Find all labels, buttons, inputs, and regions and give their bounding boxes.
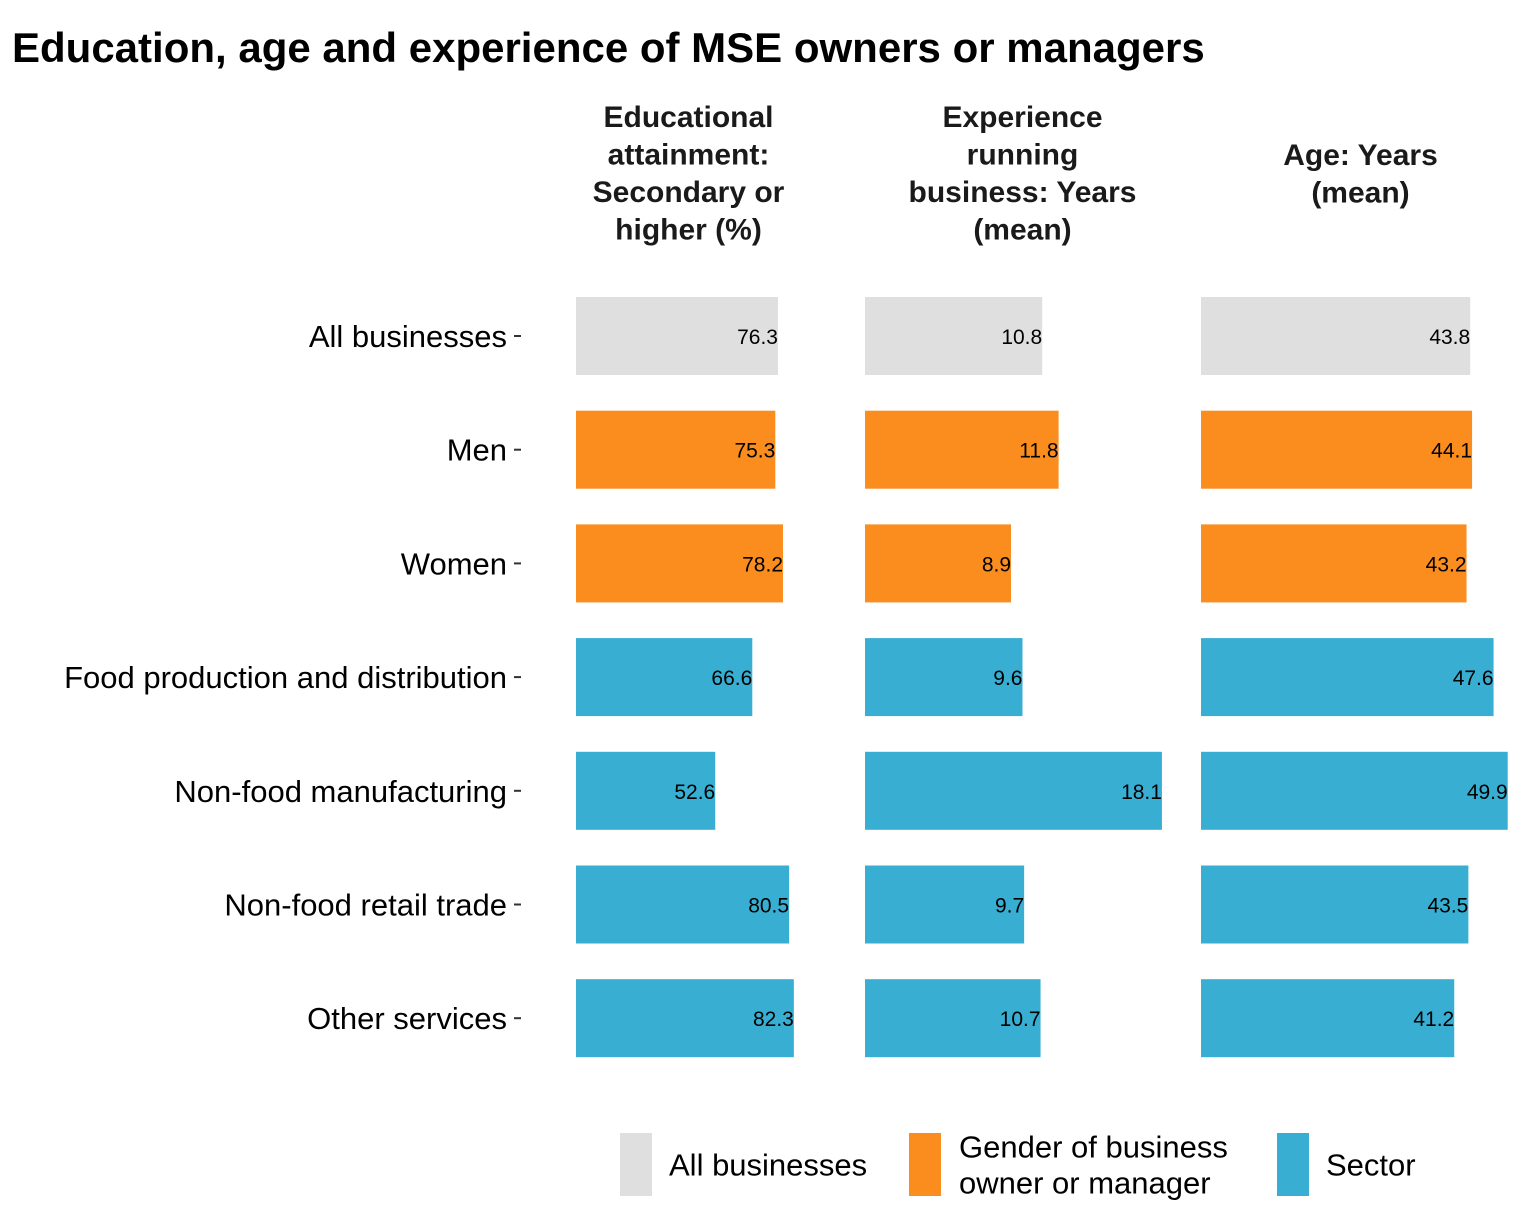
value-label-facet1-all-businesses: 76.3 — [737, 326, 778, 349]
bar-facet1-non-food-retail-trade — [576, 865, 790, 944]
category-axis: All businesses Men Women Food production an… — [64, 319, 521, 1036]
legend-label-line: owner or manager — [959, 1166, 1211, 1201]
category-label-men: Men — [447, 433, 507, 468]
bar-facet1-men — [576, 410, 776, 489]
value-label-facet1-food-production-and-distribution: 66.6 — [711, 667, 752, 690]
value-label-facet2-women: 8.9 — [982, 553, 1011, 576]
bar-facet3-non-food-manufacturing — [1201, 751, 1508, 830]
facet-header-line: higher (%) — [615, 214, 762, 247]
facet-header-line: running — [967, 139, 1079, 172]
bar-facet1-non-food-manufacturing — [576, 751, 716, 830]
legend-key-gender — [909, 1133, 941, 1196]
value-label-facet3-non-food-manufacturing: 49.9 — [1467, 781, 1508, 804]
value-label-facet1-non-food-manufacturing: 52.6 — [674, 781, 715, 804]
value-label-facet2-non-food-manufacturing: 18.1 — [1121, 781, 1162, 804]
legend-label-sector: Sector — [1326, 1148, 1416, 1183]
category-label-non-food-retail-trade: Non-food retail trade — [224, 888, 507, 923]
value-label-facet1-other-services: 82.3 — [753, 1008, 794, 1031]
facet-header-line: Age: Years — [1283, 139, 1438, 172]
bars: 76.3 75.3 78.2 66.6 52.6 80.5 82.3 10.8 11.8 8.9 9… — [576, 297, 1508, 1058]
value-label-facet2-men: 11.8 — [1019, 440, 1058, 463]
bar-facet3-all-businesses — [1201, 297, 1471, 375]
value-label-facet3-other-services: 41.2 — [1413, 1008, 1454, 1031]
legend-key-sector — [1277, 1133, 1309, 1196]
bar-facet2-food-production-and-distribution — [865, 638, 1023, 717]
bar-facet1-food-production-and-distribution — [576, 638, 753, 717]
bar-facet2-men — [865, 410, 1059, 489]
facet-header-line: attainment: — [608, 139, 770, 172]
category-label-all-businesses: All businesses — [309, 319, 507, 354]
legend-label-gender: Gender of business owner or manager — [959, 1130, 1228, 1201]
bar-facet2-non-food-manufacturing — [865, 751, 1162, 830]
category-label-food-production-and-distribution: Food production and distribution — [64, 660, 507, 695]
bar-facet2-other-services — [865, 979, 1041, 1058]
facet-header-line: (mean) — [1311, 177, 1409, 210]
facet-headers: Educational attainment: Secondary or higher… — [593, 101, 1438, 247]
facet-header-line: Secondary or — [593, 176, 785, 209]
bar-facet1-women — [576, 524, 783, 603]
legend: All businesses Gender of business owner or… — [620, 1130, 1416, 1201]
value-label-facet3-women: 43.2 — [1426, 553, 1467, 576]
facet-header-line: business: Years — [909, 176, 1137, 209]
bar-facet2-women — [865, 524, 1012, 603]
category-label-women: Women — [401, 546, 507, 581]
bar-facet3-non-food-retail-trade — [1201, 865, 1469, 944]
facet-header-2: Experience running business: Years (mean) — [909, 101, 1137, 247]
value-label-facet3-men: 44.1 — [1431, 440, 1472, 463]
bar-facet3-men — [1201, 410, 1473, 489]
chart-title: Education, age and experience of MSE own… — [12, 24, 1205, 71]
value-label-facet2-all-businesses: 10.8 — [1001, 326, 1042, 349]
bar-facet1-all-businesses — [576, 297, 778, 375]
bar-facet3-women — [1201, 524, 1467, 603]
bar-facet2-all-businesses — [865, 297, 1043, 375]
facet-header-line: (mean) — [973, 214, 1071, 247]
value-label-facet3-non-food-retail-trade: 43.5 — [1427, 895, 1468, 918]
value-label-facet2-non-food-retail-trade: 9.7 — [995, 895, 1024, 918]
value-label-facet2-other-services: 10.7 — [1000, 1008, 1041, 1031]
value-label-facet1-women: 78.2 — [742, 553, 783, 576]
legend-label-line: All businesses — [669, 1148, 867, 1183]
legend-label-line: Gender of business — [959, 1130, 1228, 1165]
facet-header-line: Educational — [603, 101, 773, 134]
value-label-facet3-food-production-and-distribution: 47.6 — [1453, 667, 1494, 690]
bar-facet3-food-production-and-distribution — [1201, 638, 1494, 717]
bar-facet2-non-food-retail-trade — [865, 865, 1025, 944]
legend-label-line: Sector — [1326, 1148, 1416, 1183]
facet-header-line: Experience — [942, 101, 1102, 134]
facet-header-3: Age: Years (mean) — [1283, 139, 1438, 210]
value-label-facet2-food-production-and-distribution: 9.6 — [993, 667, 1022, 690]
bar-facet1-other-services — [576, 979, 794, 1058]
facet-header-1: Educational attainment: Secondary or higher… — [593, 101, 785, 247]
legend-key-all — [620, 1133, 652, 1196]
bar-facet3-other-services — [1201, 979, 1455, 1058]
value-label-facet3-all-businesses: 43.8 — [1429, 326, 1470, 349]
category-label-non-food-manufacturing: Non-food manufacturing — [174, 774, 507, 809]
legend-label-all: All businesses — [669, 1148, 867, 1183]
value-label-facet1-men: 75.3 — [734, 440, 775, 463]
value-label-facet1-non-food-retail-trade: 80.5 — [748, 895, 789, 918]
category-label-other-services: Other services — [307, 1001, 507, 1036]
